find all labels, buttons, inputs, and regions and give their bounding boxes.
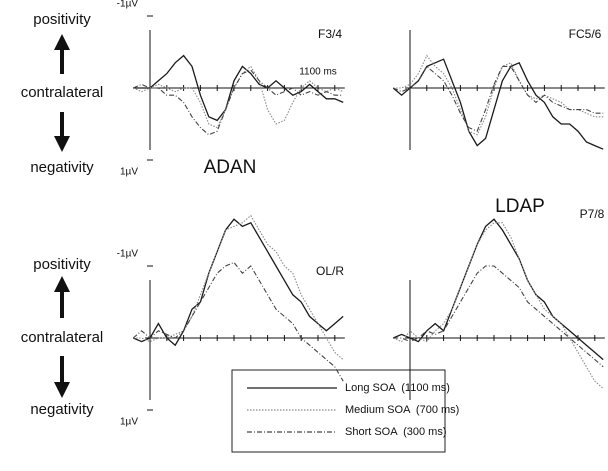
annotation: ADAN	[204, 157, 257, 178]
legend-label: Medium SOA (700 ms)	[345, 404, 459, 416]
y-tick-label: -1µV	[117, 249, 139, 260]
y-tick-label: -1µV	[117, 0, 139, 10]
side-labels-top: positivity contralateral negativity	[21, 11, 104, 176]
waveform	[133, 214, 344, 361]
waveform	[393, 54, 604, 136]
panel-title: F3/4	[318, 27, 342, 41]
waveform	[132, 69, 344, 136]
waveform	[132, 65, 344, 129]
side-label: negativity	[30, 159, 94, 176]
y-tick-label: 1µV	[120, 417, 138, 428]
waveform	[392, 218, 604, 361]
waveform	[392, 65, 604, 132]
waveform	[392, 222, 604, 389]
annotation: 1100 ms	[299, 67, 337, 78]
annotation: LDAP	[495, 196, 545, 217]
panel-title: P7/8	[580, 207, 605, 221]
waveform	[132, 218, 344, 347]
legend-label: Long SOA (1100 ms)	[345, 382, 450, 394]
y-tick-label: 1µV	[120, 167, 138, 178]
legend-label: Short SOA (300 ms)	[345, 426, 446, 438]
panel-title: OL/R	[316, 264, 344, 278]
side-label: contralateral	[21, 84, 104, 101]
side-label: positivity	[33, 256, 91, 273]
side-label: negativity	[30, 401, 94, 418]
side-labels-bottom: positivity contralateral negativity	[21, 256, 104, 418]
waveform	[132, 261, 344, 382]
waveform	[392, 58, 604, 150]
side-label: positivity	[33, 11, 91, 28]
waveform	[133, 54, 344, 122]
side-label: contralateral	[21, 329, 104, 346]
panel-title: FC5/6	[569, 27, 602, 41]
waveform	[393, 265, 604, 368]
